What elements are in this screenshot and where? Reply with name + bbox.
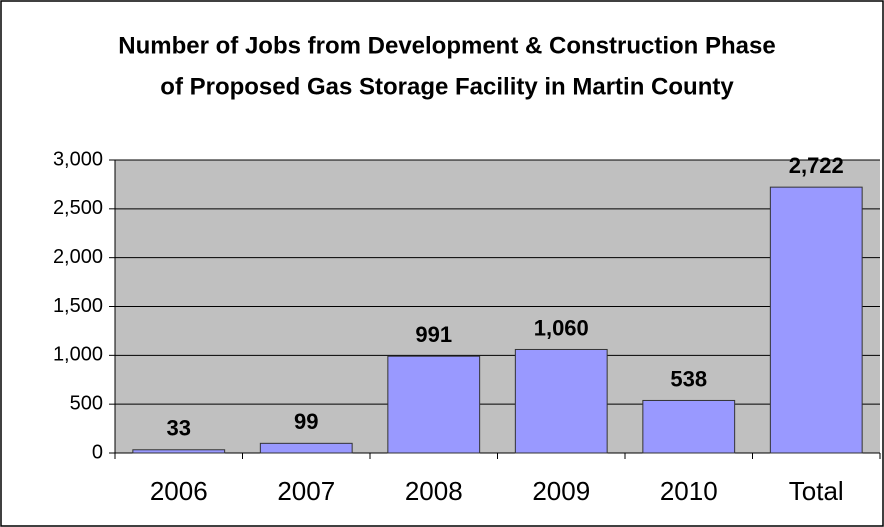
x-tick-label: 2006 <box>150 476 208 506</box>
chart-title: of Proposed Gas Storage Facility in Mart… <box>160 73 734 100</box>
bar <box>514 348 608 454</box>
x-tick-label: 2008 <box>405 476 463 506</box>
data-label: 99 <box>294 409 318 434</box>
data-label: 1,060 <box>534 315 589 340</box>
y-tick-label: 3,000 <box>53 148 103 170</box>
y-tick-label: 1,000 <box>53 344 103 366</box>
bar <box>387 355 481 454</box>
chart-title: Number of Jobs from Development & Constr… <box>118 32 775 59</box>
x-tick-label: 2009 <box>532 476 590 506</box>
y-tick-label: 2,500 <box>53 197 103 219</box>
bar <box>259 442 353 454</box>
data-label: 538 <box>670 366 707 391</box>
bar <box>642 399 736 454</box>
x-tick-label: 2010 <box>660 476 718 506</box>
x-tick-label: Total <box>789 476 844 506</box>
data-label: 33 <box>167 416 191 441</box>
bar <box>769 186 863 454</box>
y-tick-label: 2,000 <box>53 246 103 268</box>
data-label: 991 <box>415 322 452 347</box>
y-tick-label: 0 <box>92 441 103 463</box>
y-tick-label: 500 <box>70 392 103 414</box>
bar <box>132 449 226 454</box>
y-tick-label: 1,500 <box>53 295 103 317</box>
data-label: 2,722 <box>789 153 844 178</box>
x-tick-label: 2007 <box>277 476 335 506</box>
